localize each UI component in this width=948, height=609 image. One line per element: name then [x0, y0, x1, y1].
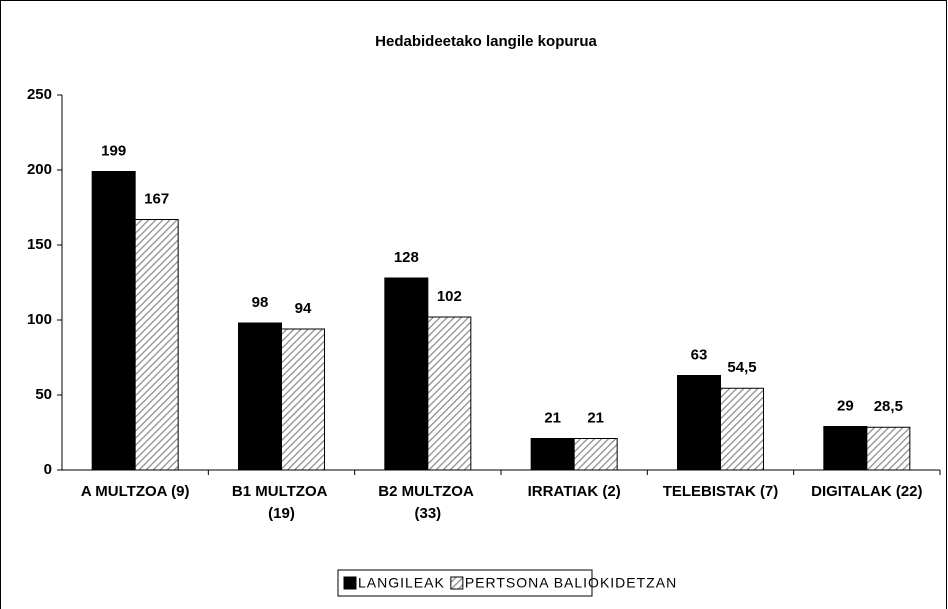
bar — [238, 322, 282, 471]
bar — [384, 277, 429, 471]
legend-frame — [337, 569, 593, 597]
y-tick-label: 0 — [44, 461, 52, 478]
y-tick-label: 150 — [27, 236, 52, 253]
value-label: 128 — [394, 249, 419, 266]
bar — [720, 387, 764, 471]
y-tick-label: 50 — [35, 386, 52, 403]
legend-label: PERTSONA BALIOKIDETZAN — [465, 575, 677, 591]
bar — [677, 375, 721, 471]
value-label: 94 — [295, 300, 312, 317]
x-tick-label: B1 MULTZOA (19) — [232, 483, 331, 522]
bar — [573, 438, 618, 471]
value-label: 21 — [587, 409, 604, 426]
y-tick-label: 100 — [27, 311, 52, 328]
bar — [134, 219, 179, 471]
legend-label: LANGILEAK — [358, 575, 445, 591]
y-tick-label: 250 — [27, 86, 52, 103]
chart-title: Hedabideetako langile kopurua — [375, 33, 597, 50]
value-label: 98 — [252, 294, 269, 311]
legend-swatch — [450, 576, 464, 590]
value-label: 199 — [101, 142, 126, 159]
bar — [823, 426, 868, 471]
legend: LANGILEAK PERTSONA BALIOKIDETZAN — [337, 569, 677, 597]
bar — [866, 426, 911, 471]
value-label: 102 — [437, 288, 462, 305]
x-tick-label: A MULTZOA (9) — [81, 483, 190, 500]
value-label: 28,5 — [874, 398, 903, 415]
x-tick-label: DIGITALAK (22) — [811, 483, 922, 500]
x-tick-label: TELEBISTAK (7) — [663, 483, 779, 500]
bar — [427, 316, 472, 471]
x-tick-label: B2 MULTZOA (33) — [378, 483, 477, 522]
legend-swatch — [343, 576, 357, 590]
value-label: 21 — [544, 409, 561, 426]
value-label: 167 — [144, 190, 169, 207]
bar — [530, 438, 575, 471]
value-label: 63 — [691, 346, 708, 363]
bar — [91, 171, 136, 471]
bar — [281, 328, 325, 471]
value-label: 54,5 — [727, 359, 756, 376]
value-label: 29 — [837, 397, 854, 414]
x-tick-label: IRRATIAK (2) — [528, 483, 621, 500]
y-tick-label: 200 — [27, 161, 52, 178]
